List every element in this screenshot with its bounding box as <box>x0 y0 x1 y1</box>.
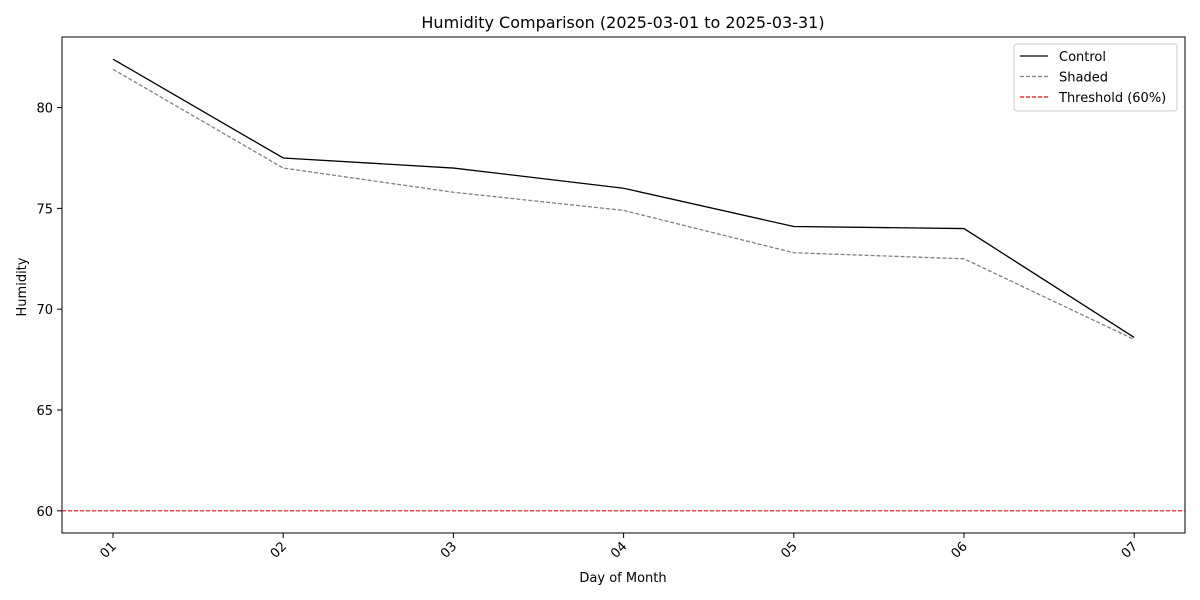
chart-title: Humidity Comparison (2025-03-01 to 2025-… <box>421 13 824 32</box>
y-tick-label: 65 <box>36 404 53 419</box>
plot-area <box>61 36 1186 534</box>
legend-label: Shaded <box>1059 71 1108 86</box>
y-axis-title: Humidity <box>15 257 30 316</box>
legend-label: Threshold (60%) <box>1058 91 1166 106</box>
legend-label: Control <box>1059 50 1106 65</box>
x-tick-label: 03 <box>438 539 460 561</box>
x-axis-title: Day of Month <box>579 571 666 586</box>
x-tick-label: 07 <box>1119 539 1141 561</box>
x-tick-label: 02 <box>268 539 290 561</box>
y-tick-label: 80 <box>36 102 53 117</box>
y-tick-label: 75 <box>36 202 53 217</box>
y-tick-label: 60 <box>36 505 53 520</box>
series-line-shaded <box>112 68 1135 341</box>
series-line-control <box>112 58 1135 338</box>
x-axis: 01 02 03 04 05 06 07 <box>98 533 1141 562</box>
x-tick-label: 05 <box>778 539 800 561</box>
x-tick-label: 01 <box>98 539 120 561</box>
series-lines <box>112 58 1135 341</box>
legend-box <box>1013 43 1178 112</box>
x-tick-label: 04 <box>608 539 630 561</box>
legend: Control Shaded Threshold (60%) <box>1013 43 1178 112</box>
y-tick-label: 70 <box>36 303 53 318</box>
y-axis: 60 65 70 75 80 <box>36 102 62 520</box>
x-tick-label: 06 <box>949 539 971 561</box>
